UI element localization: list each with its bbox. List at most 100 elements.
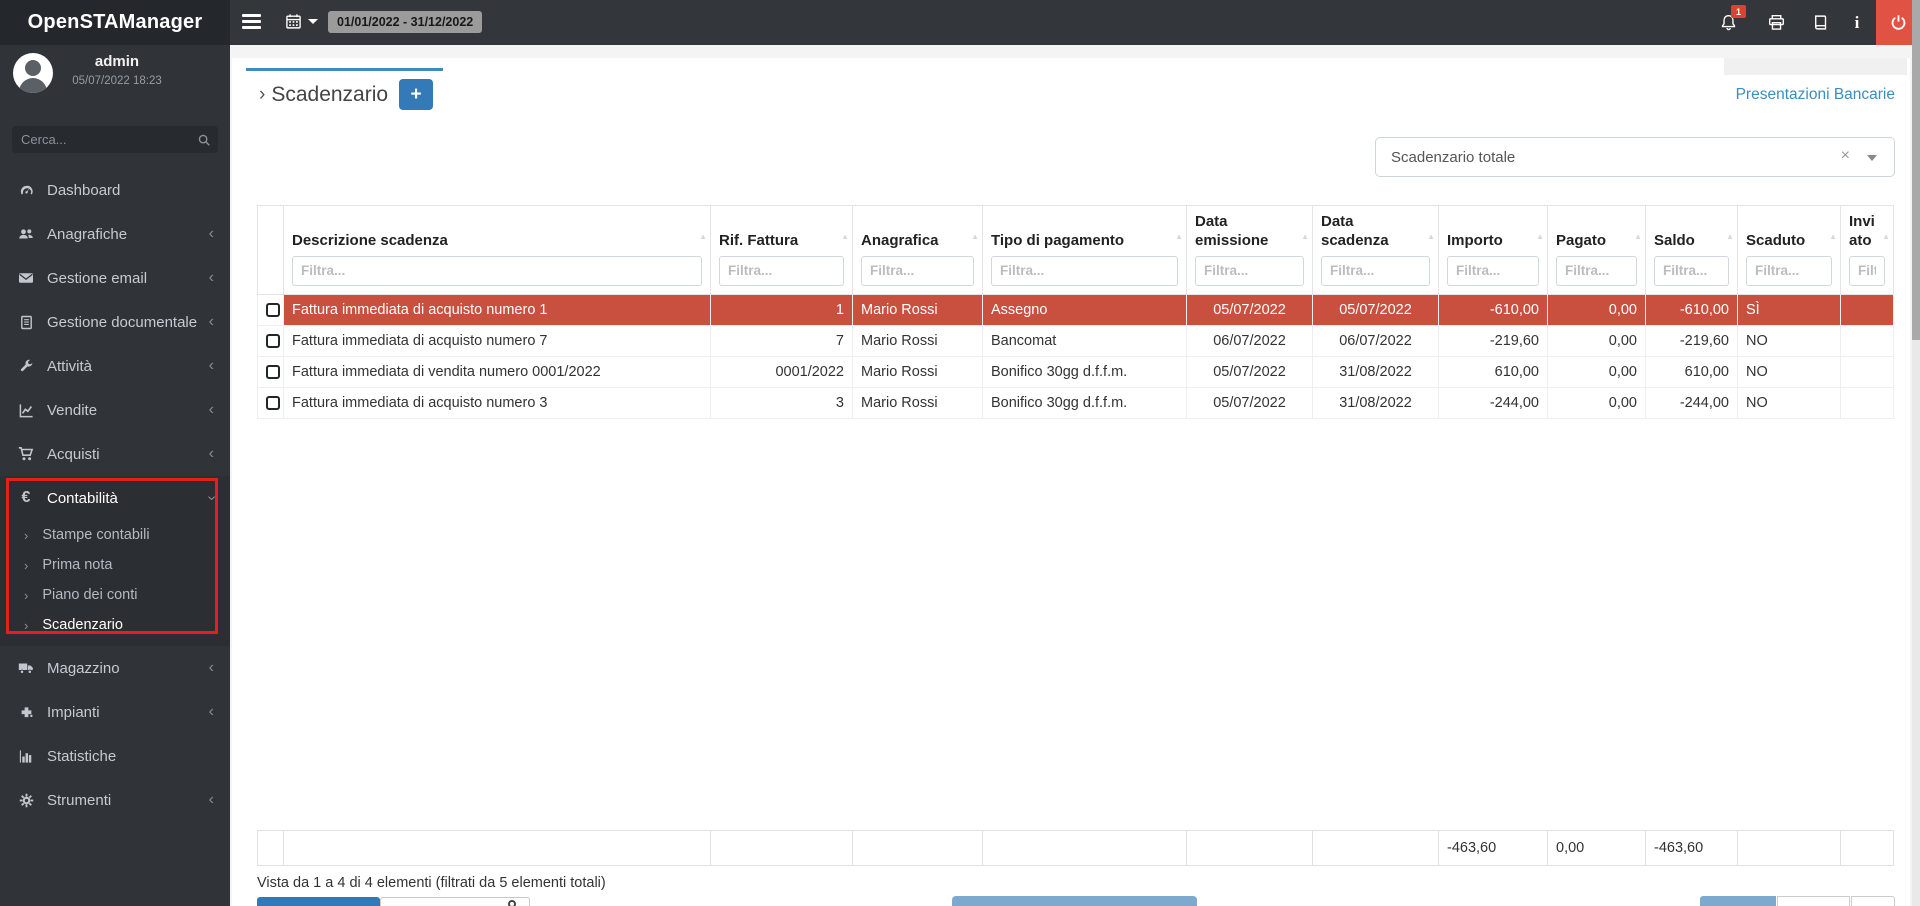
view-select[interactable]: Scadenzario totale × — [1375, 137, 1895, 177]
footer-cell-inviato — [1840, 830, 1894, 866]
filter-input-importo[interactable] — [1447, 255, 1539, 286]
view-select-value: Scadenzario totale — [1391, 148, 1516, 166]
footer-cell-data_emissione — [1186, 830, 1313, 866]
sidebar-item-gestione-email[interactable]: Gestione email ‹ — [0, 256, 230, 300]
chevron-left-icon: ‹ — [208, 401, 214, 418]
sidebar-item-acquisti[interactable]: Acquisti ‹ — [0, 432, 230, 476]
page-title: Scadenzario — [271, 82, 389, 106]
filter-input-rif_fattura[interactable] — [719, 255, 844, 286]
pagination-button[interactable] — [1777, 896, 1850, 906]
table-cell-data_emissione: 05/07/2022 — [1186, 386, 1313, 419]
column-header-scaduto[interactable]: Scaduto ▲ — [1737, 205, 1841, 254]
chevron-left-icon: ‹ — [208, 703, 214, 720]
column-header-rif_fattura[interactable]: Rif. Fattura ▲ — [710, 205, 853, 254]
column-header-data_emissione[interactable]: Data emissione ▲ — [1186, 205, 1313, 254]
docs-button[interactable] — [1802, 0, 1838, 45]
filter-input-descrizione_scadenza[interactable] — [292, 255, 702, 286]
dashboard-icon — [16, 183, 36, 198]
filter-input-saldo[interactable] — [1654, 255, 1729, 286]
table-cell-saldo: -610,00 — [1645, 293, 1738, 326]
footer-cell-importo: -463,60 — [1438, 830, 1548, 866]
hamburger-menu-icon[interactable] — [242, 14, 261, 32]
table-cell-rif_fattura: 0001/2022 — [710, 355, 853, 388]
presentazioni-bancarie-link[interactable]: Presentazioni Bancarie — [1735, 86, 1895, 103]
table-cell-data_scadenza: 31/08/2022 — [1312, 386, 1439, 419]
chevron-left-icon: ‹ — [208, 269, 214, 286]
sidebar-subitem-piano-dei-conti[interactable]: › Piano dei conti — [24, 587, 138, 603]
caret-down-icon — [308, 19, 318, 24]
info-button[interactable]: i — [1842, 0, 1872, 45]
add-record-button[interactable]: + — [399, 79, 434, 110]
column-header-descrizione_scadenza[interactable]: Descrizione scadenza ▲ — [283, 205, 711, 254]
column-header-inviato[interactable]: Inviato ▲ — [1840, 205, 1894, 254]
sort-caret-icon: ▲ — [1301, 231, 1309, 241]
column-header-data_scadenza[interactable]: Data scadenza ▲ — [1312, 205, 1439, 254]
bottom-action-button-primary[interactable] — [257, 897, 380, 906]
filter-input-data_emissione[interactable] — [1195, 255, 1304, 286]
table-cell-saldo: -244,00 — [1645, 386, 1738, 419]
table-cell-inviato — [1840, 324, 1894, 357]
sidebar-item-statistiche[interactable]: Statistiche — [0, 734, 230, 778]
chevron-left-icon: ‹ — [208, 225, 214, 242]
filter-input-anagrafica[interactable] — [861, 255, 974, 286]
table-cell-pagato: 0,00 — [1547, 355, 1646, 388]
sidebar-subitem-prima-nota[interactable]: › Prima nota — [24, 557, 113, 573]
book-icon — [1814, 15, 1826, 30]
sidebar-item-attivita[interactable]: Attività ‹ — [0, 344, 230, 388]
column-header-saldo[interactable]: Saldo ▲ — [1645, 205, 1738, 254]
column-header-pagato[interactable]: Pagato ▲ — [1547, 205, 1646, 254]
pagination-button-active[interactable] — [1700, 896, 1776, 906]
column-header-anagrafica[interactable]: Anagrafica ▲ — [852, 205, 983, 254]
column-header-importo[interactable]: Importo ▲ — [1438, 205, 1548, 254]
row-checkbox[interactable] — [266, 302, 280, 317]
row-checkbox[interactable] — [266, 364, 280, 379]
search-icon[interactable] — [197, 133, 211, 147]
print-button[interactable] — [1758, 0, 1794, 45]
table-cell-tipo_di_pagamento: Assegno — [982, 293, 1187, 326]
puzzle-icon — [16, 705, 36, 720]
row-select-cell — [257, 386, 284, 419]
search-input[interactable] — [21, 132, 197, 147]
sidebar-item-dashboard[interactable]: Dashboard — [0, 168, 230, 212]
sidebar-item-gestione-documentale[interactable]: Gestione documentale ‹ — [0, 300, 230, 344]
pagination-button[interactable] — [1851, 896, 1895, 906]
notifications-button[interactable]: 1 — [1710, 0, 1746, 45]
euro-icon: € — [21, 489, 31, 506]
sidebar-subitem-scadenzario[interactable]: › Scadenzario — [24, 617, 123, 633]
filter-input-inviato[interactable] — [1849, 255, 1885, 286]
sidebar-item-anagrafiche[interactable]: Anagrafiche ‹ — [0, 212, 230, 256]
table-cell-data_emissione: 05/07/2022 — [1186, 355, 1313, 388]
row-checkbox[interactable] — [266, 395, 280, 410]
footer-cell-select — [257, 830, 284, 866]
filter-input-scaduto[interactable] — [1746, 255, 1832, 286]
row-checkbox[interactable] — [266, 333, 280, 348]
sidebar-item-magazzino[interactable]: Magazzino ‹ — [0, 646, 230, 690]
sidebar-item-contabilita[interactable]: € Contabilità › — [0, 476, 230, 520]
filter-input-tipo_di_pagamento[interactable] — [991, 255, 1178, 286]
sort-caret-icon: ▲ — [841, 231, 849, 241]
table-cell-anagrafica: Mario Rossi — [852, 355, 983, 388]
scrollbar-thumb[interactable] — [1912, 0, 1920, 340]
chevron-left-icon: ‹ — [208, 659, 214, 676]
angle-right-icon: › — [24, 527, 29, 543]
bottom-wide-button[interactable] — [952, 896, 1197, 906]
sidebar-item-impianti[interactable]: Impianti ‹ — [0, 690, 230, 734]
sidebar-item-vendite[interactable]: Vendite ‹ — [0, 388, 230, 432]
bottom-action-button-secondary[interactable] — [380, 897, 530, 906]
page-scrollbar[interactable] — [1912, 0, 1920, 906]
filter-input-pagato[interactable] — [1556, 255, 1637, 286]
table-cell-inviato — [1840, 355, 1894, 388]
filter-input-data_scadenza[interactable] — [1321, 255, 1430, 286]
table-row[interactable]: Fattura immediata di vendita numero 0001… — [257, 355, 1894, 388]
column-header-tipo_di_pagamento[interactable]: Tipo di pagamento ▲ — [982, 205, 1187, 254]
sidebar-item-strumenti[interactable]: Strumenti ‹ — [0, 778, 230, 822]
period-picker[interactable] — [285, 13, 318, 30]
avatar-head — [25, 60, 41, 76]
clear-selection-icon[interactable]: × — [1840, 147, 1850, 164]
sidebar-subitem-stampe-contabili[interactable]: › Stampe contabili — [24, 527, 150, 543]
table-cell-descrizione_scadenza: Fattura immediata di acquisto numero 3 — [283, 386, 711, 419]
date-range-badge[interactable]: 01/01/2022 - 31/12/2022 — [328, 11, 483, 33]
